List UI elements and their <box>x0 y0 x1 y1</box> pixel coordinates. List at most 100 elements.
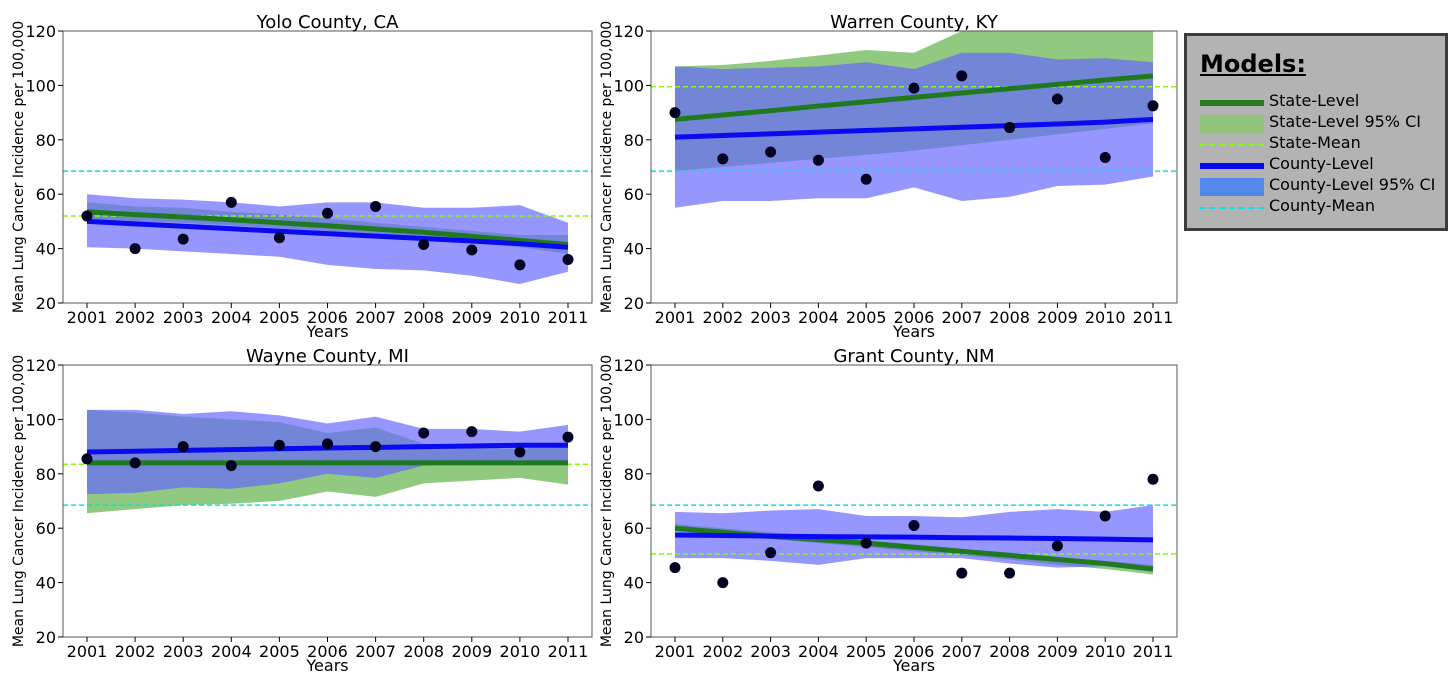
x-tick-label: 2011 <box>1133 308 1174 327</box>
observed-point <box>860 537 872 549</box>
county-level-line <box>674 532 1154 543</box>
county-level-line <box>86 218 569 250</box>
y-axis-label: Mean Lung Cancer Incidence per 100,000 <box>11 21 27 313</box>
y-tick-label: 100 <box>25 410 56 429</box>
legend-swatch-county-mean <box>1200 207 1264 209</box>
y-tick-label: 20 <box>624 294 644 313</box>
y-tick-label: 60 <box>624 519 644 538</box>
y-tick-label: 80 <box>624 465 644 484</box>
x-tick-label: 2006 <box>307 642 348 661</box>
y-tick-label: 60 <box>36 519 56 538</box>
state-level-line <box>674 73 1154 122</box>
chart-title: Grant County, NM <box>833 346 994 367</box>
y-tick-label: 20 <box>36 294 56 313</box>
y-tick-label: 40 <box>36 240 56 259</box>
legend-item-county-level: County-Level <box>1200 154 1445 176</box>
y-axis-label: Mean Lung Cancer Incidence per 100,000 <box>599 21 615 313</box>
y-tick-label: 40 <box>624 240 644 259</box>
x-tick-label: 2011 <box>1133 642 1174 661</box>
x-axis-label: Years <box>892 322 935 341</box>
plot-area <box>63 409 592 514</box>
x-tick-label: 2006 <box>894 642 935 661</box>
legend-swatch-county-ci <box>1200 178 1264 196</box>
observed-point <box>514 446 526 458</box>
county-level-line <box>674 116 1154 140</box>
observed-point <box>765 146 777 158</box>
observed-point <box>273 232 285 244</box>
observed-point <box>562 253 574 265</box>
observed-point <box>812 480 824 492</box>
y-tick-label: 60 <box>624 185 644 204</box>
state-level-line <box>86 209 569 248</box>
observed-point <box>418 239 430 251</box>
observed-point <box>418 427 430 439</box>
observed-point <box>81 453 93 465</box>
y-tick-label: 20 <box>36 628 56 647</box>
observed-point <box>717 577 729 589</box>
x-tick-label: 2002 <box>115 642 156 661</box>
observed-point <box>466 244 478 256</box>
x-tick-label: 2001 <box>67 642 108 661</box>
legend-swatch-state-level <box>1200 100 1264 106</box>
x-tick-label: 2006 <box>894 308 935 327</box>
x-tick-label: 2002 <box>702 308 743 327</box>
legend-label-county-level: County-Level <box>1269 154 1374 173</box>
observed-point <box>129 457 141 469</box>
plot-area <box>651 473 1177 589</box>
chart-title: Yolo County, CA <box>256 12 399 33</box>
x-tick-label: 2005 <box>259 642 300 661</box>
observed-point <box>1004 567 1016 579</box>
y-tick-label: 20 <box>624 628 644 647</box>
observed-point <box>322 207 333 219</box>
legend-item-state-mean: State-Mean <box>1200 133 1445 155</box>
observed-point <box>956 70 968 82</box>
x-tick-label: 2007 <box>355 308 396 327</box>
observed-point <box>812 154 824 166</box>
x-tick-label: 2004 <box>798 642 839 661</box>
observed-point <box>1147 100 1159 112</box>
observed-point <box>1099 510 1111 522</box>
observed-point <box>514 259 526 271</box>
observed-point <box>129 243 141 255</box>
x-tick-label: 2005 <box>259 308 300 327</box>
x-tick-label: 2011 <box>548 308 589 327</box>
observed-point <box>1004 122 1016 134</box>
chart-panel-1: 20 40 60 80 100 120 2001 2002 2003 2004 2005 2006 20… <box>11 12 593 341</box>
observed-point <box>225 196 237 208</box>
x-tick-label: 2010 <box>1085 308 1126 327</box>
observed-point <box>1147 473 1159 485</box>
legend-title: Models: <box>1200 50 1306 78</box>
chart-panel-4: 20 40 60 80 100 120 2001 2002 2003 2004 2005 2006 20… <box>599 346 1178 675</box>
y-axis-label: Mean Lung Cancer Incidence per 100,000 <box>599 355 615 647</box>
legend-label-county-mean: County-Mean <box>1269 196 1376 215</box>
legend: Models: State-Level State-Level 95% CI S… <box>1184 33 1448 231</box>
y-tick-label: 100 <box>613 76 644 95</box>
x-tick-label: 2008 <box>403 308 444 327</box>
observed-point <box>177 233 189 245</box>
legend-swatch-county-level <box>1200 163 1264 169</box>
plot-area <box>651 31 1177 208</box>
x-tick-label: 2010 <box>500 308 541 327</box>
x-tick-label: 2011 <box>548 642 589 661</box>
x-tick-label: 2009 <box>1037 308 1078 327</box>
x-axis-label: Years <box>305 322 348 341</box>
y-tick-label: 120 <box>25 356 56 375</box>
legend-swatch-state-mean <box>1200 144 1264 146</box>
legend-label-state-mean: State-Mean <box>1269 133 1361 152</box>
observed-point <box>908 519 920 531</box>
y-tick-label: 40 <box>624 574 644 593</box>
x-tick-label: 2004 <box>211 642 252 661</box>
x-tick-label: 2004 <box>211 308 252 327</box>
y-tick-label: 120 <box>613 356 644 375</box>
legend-item-state-ci: State-Level 95% CI <box>1200 112 1445 134</box>
legend-label-county-ci: County-Level 95% CI <box>1269 175 1436 194</box>
x-tick-label: 2003 <box>163 642 204 661</box>
x-tick-label: 2006 <box>307 308 348 327</box>
y-tick-label: 40 <box>36 574 56 593</box>
x-tick-label: 2007 <box>355 642 396 661</box>
county-ci-band <box>87 409 568 495</box>
observed-point <box>273 439 285 451</box>
observed-point <box>1051 540 1063 552</box>
observed-point <box>860 173 872 185</box>
x-tick-label: 2010 <box>500 642 541 661</box>
